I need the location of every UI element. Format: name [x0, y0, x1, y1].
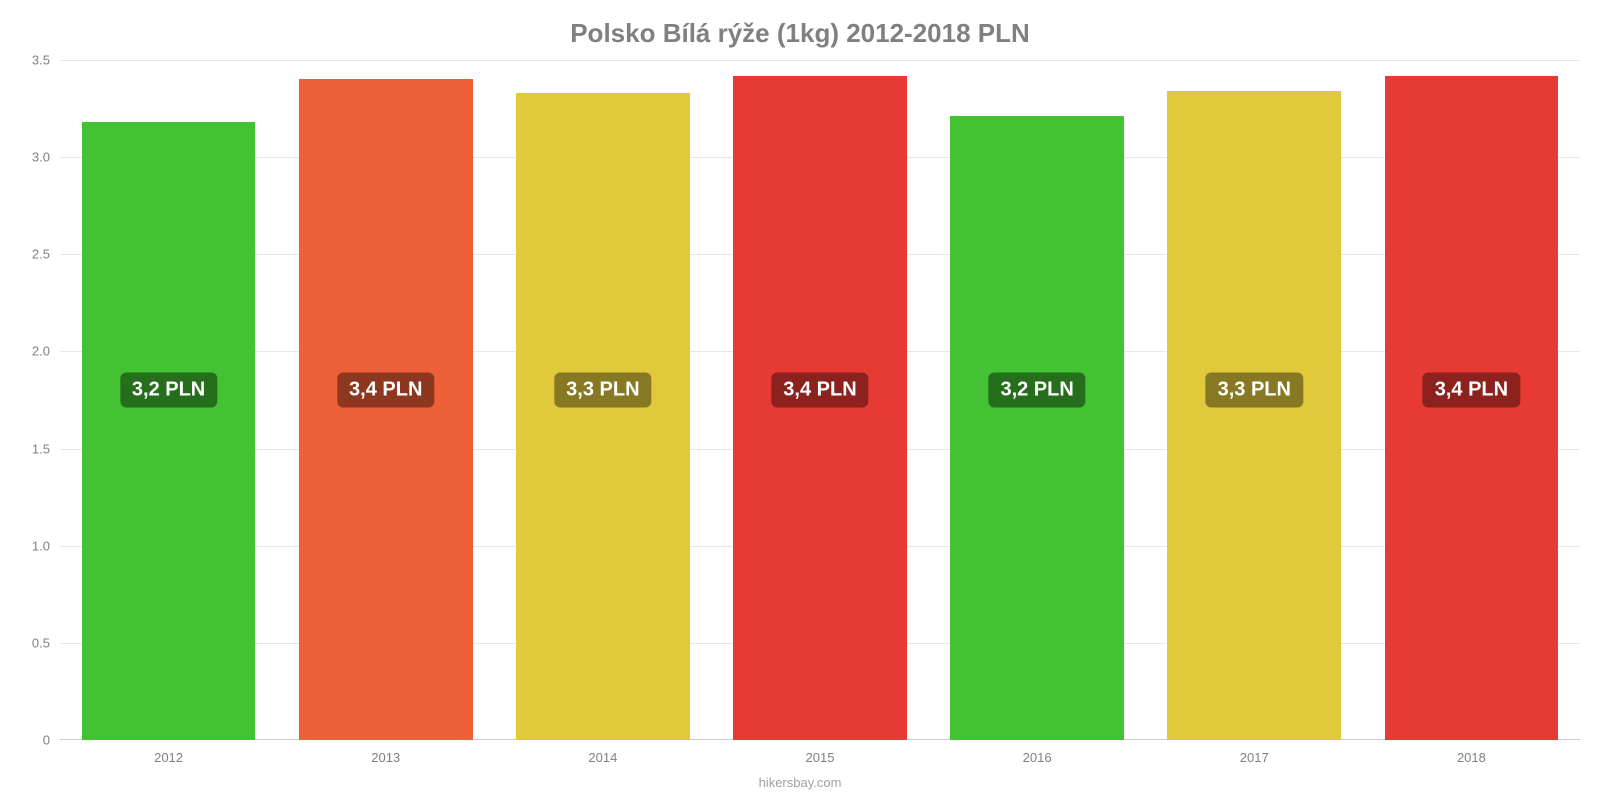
- x-tick-label: 2017: [1240, 750, 1269, 765]
- y-tick-label: 1.5: [10, 441, 50, 456]
- x-tick-label: 2012: [154, 750, 183, 765]
- x-tick-label: 2015: [806, 750, 835, 765]
- bar-group: 3,2 PLN2016: [929, 60, 1146, 740]
- bar-value-label: 3,3 PLN: [554, 373, 651, 408]
- y-tick-label: 2.0: [10, 344, 50, 359]
- bar-group: 3,3 PLN2014: [494, 60, 711, 740]
- bar-group: 3,4 PLN2018: [1363, 60, 1580, 740]
- bar: 3,4 PLN: [733, 76, 907, 740]
- bar: 3,3 PLN: [1167, 91, 1341, 740]
- chart-title: Polsko Bílá rýže (1kg) 2012-2018 PLN: [0, 0, 1600, 59]
- bar-group: 3,4 PLN2013: [277, 60, 494, 740]
- plot-area: 3,2 PLN20123,4 PLN20133,3 PLN20143,4 PLN…: [60, 60, 1580, 740]
- bar-group: 3,4 PLN2015: [711, 60, 928, 740]
- x-tick-label: 2014: [588, 750, 617, 765]
- bar: 3,4 PLN: [1385, 76, 1559, 740]
- x-tick-label: 2016: [1023, 750, 1052, 765]
- x-tick-label: 2018: [1457, 750, 1486, 765]
- y-tick-label: 3.0: [10, 150, 50, 165]
- y-tick-label: 1.0: [10, 538, 50, 553]
- bar-group: 3,2 PLN2012: [60, 60, 277, 740]
- bar-value-label: 3,2 PLN: [988, 373, 1085, 408]
- bar: 3,4 PLN: [299, 79, 473, 740]
- attribution-text: hikersbay.com: [0, 775, 1600, 790]
- y-tick-label: 0.5: [10, 635, 50, 650]
- x-tick-label: 2013: [371, 750, 400, 765]
- chart-container: 3,2 PLN20123,4 PLN20133,3 PLN20143,4 PLN…: [60, 60, 1580, 740]
- bar: 3,3 PLN: [516, 93, 690, 740]
- bar-value-label: 3,3 PLN: [1206, 373, 1303, 408]
- y-tick-label: 3.5: [10, 53, 50, 68]
- bar: 3,2 PLN: [82, 122, 256, 740]
- bar-value-label: 3,4 PLN: [337, 373, 434, 408]
- bar-value-label: 3,2 PLN: [120, 373, 217, 408]
- y-tick-label: 2.5: [10, 247, 50, 262]
- bars-wrapper: 3,2 PLN20123,4 PLN20133,3 PLN20143,4 PLN…: [60, 60, 1580, 740]
- bar-group: 3,3 PLN2017: [1146, 60, 1363, 740]
- y-tick-label: 0: [10, 733, 50, 748]
- bar: 3,2 PLN: [950, 116, 1124, 740]
- bar-value-label: 3,4 PLN: [771, 373, 868, 408]
- bar-value-label: 3,4 PLN: [1423, 373, 1520, 408]
